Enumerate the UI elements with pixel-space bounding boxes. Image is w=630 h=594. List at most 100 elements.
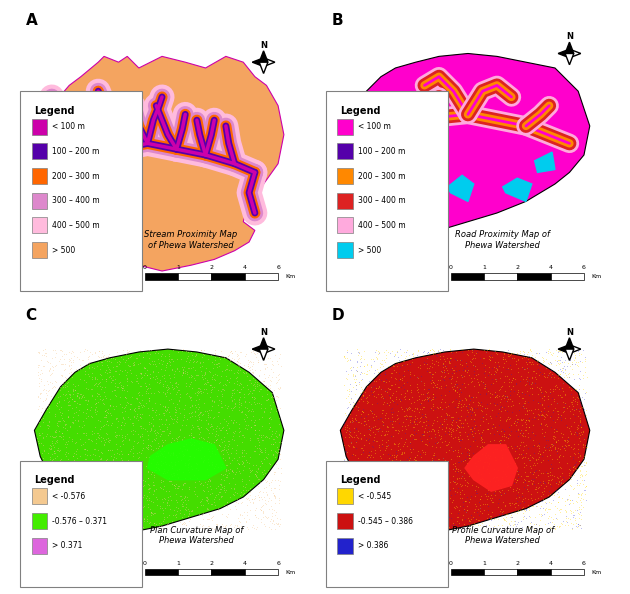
Point bbox=[445, 353, 455, 363]
Point bbox=[154, 422, 164, 431]
Point bbox=[36, 512, 46, 522]
Point bbox=[357, 476, 367, 486]
Point bbox=[578, 475, 588, 485]
Point bbox=[575, 466, 585, 475]
Point bbox=[237, 475, 247, 484]
Text: B: B bbox=[331, 13, 343, 28]
Point bbox=[376, 385, 386, 394]
Point bbox=[424, 487, 434, 497]
Point bbox=[347, 432, 357, 441]
Point bbox=[553, 492, 563, 502]
Point bbox=[119, 386, 129, 395]
Point bbox=[461, 357, 471, 366]
Point bbox=[407, 524, 417, 533]
Point bbox=[273, 353, 284, 363]
Point bbox=[51, 400, 61, 410]
Point bbox=[490, 366, 500, 376]
Point bbox=[346, 470, 356, 479]
Point bbox=[269, 519, 279, 529]
Point bbox=[449, 412, 459, 421]
Point bbox=[180, 444, 190, 454]
Point bbox=[181, 389, 191, 399]
Point bbox=[261, 512, 271, 522]
Point bbox=[389, 487, 399, 497]
Point bbox=[413, 500, 423, 509]
Point bbox=[120, 402, 130, 412]
Point bbox=[556, 463, 566, 473]
Point bbox=[128, 448, 138, 458]
Point bbox=[130, 403, 140, 413]
Point bbox=[454, 384, 464, 393]
Point bbox=[83, 411, 93, 421]
Point bbox=[510, 507, 520, 517]
Point bbox=[452, 422, 462, 432]
Point bbox=[198, 357, 208, 366]
Point bbox=[214, 494, 224, 504]
Point bbox=[537, 400, 547, 409]
Point bbox=[358, 407, 369, 416]
Point bbox=[127, 462, 137, 472]
Point bbox=[374, 382, 384, 391]
Point bbox=[362, 393, 372, 402]
Point bbox=[508, 516, 518, 526]
Point bbox=[418, 412, 428, 422]
Point bbox=[408, 518, 418, 527]
Point bbox=[234, 516, 244, 526]
Point bbox=[491, 411, 501, 421]
Point bbox=[427, 424, 437, 433]
Point bbox=[138, 423, 148, 432]
Point bbox=[246, 466, 256, 475]
Point bbox=[64, 485, 74, 494]
Point bbox=[522, 364, 532, 373]
Point bbox=[521, 513, 531, 523]
Point bbox=[545, 470, 555, 479]
Point bbox=[505, 512, 515, 522]
Point bbox=[246, 490, 256, 500]
Point bbox=[568, 401, 578, 410]
Point bbox=[497, 508, 507, 518]
Point bbox=[549, 372, 559, 382]
Point bbox=[54, 404, 64, 413]
Point bbox=[511, 356, 521, 366]
Point bbox=[57, 514, 67, 524]
Point bbox=[438, 463, 448, 473]
Point bbox=[100, 492, 110, 502]
Point bbox=[559, 366, 570, 375]
Point bbox=[518, 512, 528, 522]
Point bbox=[548, 385, 558, 394]
Point bbox=[557, 347, 567, 357]
Point bbox=[410, 403, 420, 413]
Point bbox=[438, 375, 448, 384]
Point bbox=[44, 366, 54, 375]
Point bbox=[47, 383, 57, 393]
Point bbox=[464, 453, 474, 463]
Point bbox=[134, 390, 144, 400]
Point bbox=[352, 482, 362, 492]
Point bbox=[374, 347, 384, 356]
Point bbox=[184, 482, 194, 492]
Point bbox=[443, 402, 453, 411]
Point bbox=[134, 402, 144, 411]
Point bbox=[104, 470, 114, 480]
Point bbox=[203, 419, 214, 429]
Point bbox=[513, 387, 523, 397]
Point bbox=[404, 505, 414, 515]
Point bbox=[482, 481, 492, 490]
Point bbox=[352, 508, 362, 517]
Point bbox=[547, 434, 558, 443]
Point bbox=[147, 412, 157, 422]
Point bbox=[196, 454, 206, 463]
Point bbox=[384, 473, 394, 482]
Point bbox=[234, 431, 244, 440]
Point bbox=[340, 469, 350, 479]
Point bbox=[113, 416, 123, 426]
Point bbox=[536, 388, 546, 397]
Point bbox=[517, 450, 527, 459]
Bar bbox=[211, 569, 244, 576]
Point bbox=[100, 407, 110, 416]
Point bbox=[248, 380, 258, 390]
Point bbox=[230, 399, 240, 409]
Point bbox=[492, 425, 502, 435]
Point bbox=[548, 348, 558, 358]
Point bbox=[103, 421, 113, 430]
